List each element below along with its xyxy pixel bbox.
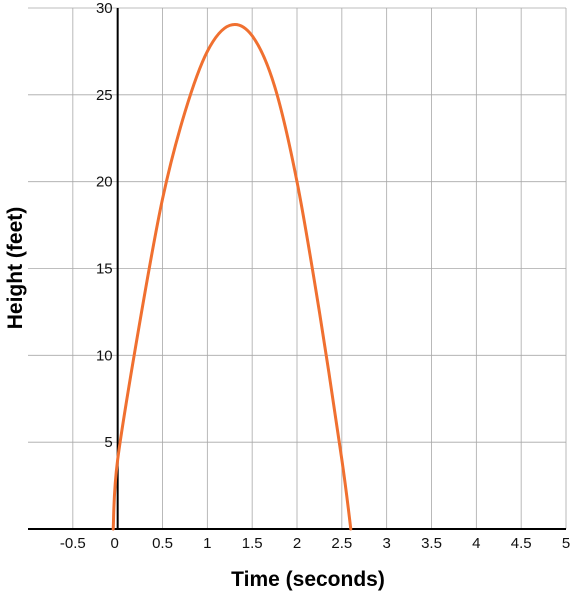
x-tick-label: 3: [382, 535, 390, 552]
y-tick-label: 10: [96, 347, 113, 364]
x-tick-label: 1: [203, 535, 211, 552]
y-axis-title: Height (feet): [4, 207, 27, 330]
x-tick-label: 3.5: [421, 535, 442, 552]
x-tick-label: 4.5: [511, 535, 532, 552]
height-curve: [111, 22, 353, 531]
y-tick-label: 30: [96, 0, 113, 17]
y-tick-label: 15: [96, 261, 113, 278]
x-tick-labels: -0.5 0 0.5 1 1.5 2 2.5 3 3.5 4 4.5 5: [60, 535, 570, 552]
x-tick-label: 0: [110, 535, 118, 552]
x-tick-label: 4: [472, 535, 480, 552]
x-tick-label: 2: [293, 535, 301, 552]
x-tick-label: 1.5: [242, 535, 263, 552]
y-tick-labels: 5 10 15 20 25 30: [96, 0, 113, 451]
x-tick-label: 0.5: [152, 535, 173, 552]
x-tick-label: -0.5: [60, 535, 86, 552]
y-tick-label: 25: [96, 87, 113, 104]
x-tick-label: 2.5: [331, 535, 352, 552]
x-axis-title: Time (seconds): [231, 568, 385, 591]
y-tick-label: 20: [96, 174, 113, 191]
x-tick-label: 5: [562, 535, 570, 552]
y-tick-label: 5: [104, 434, 112, 451]
